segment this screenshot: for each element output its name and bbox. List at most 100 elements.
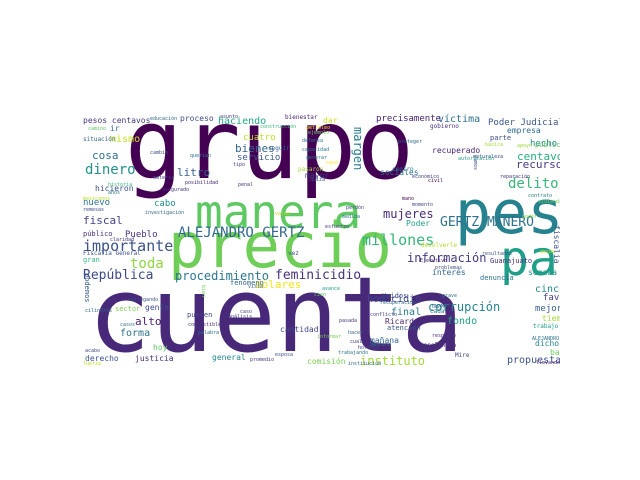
word-pasaron: pasaron	[298, 166, 324, 173]
word-proteger: defensa	[302, 138, 324, 144]
word-saber: cual	[350, 339, 363, 345]
word-generar: proteger	[398, 139, 423, 145]
word-unam: mano	[402, 196, 415, 202]
word-hacer: cien	[314, 292, 327, 298]
word-camino: camino	[88, 126, 107, 132]
word-situacion: situación	[83, 136, 116, 143]
word-gobierno: gobierno	[430, 123, 459, 130]
word-entregando: casos	[120, 322, 136, 328]
word-unidos: Unidos	[382, 292, 408, 300]
word-fiscalia-general: Fiscalía General	[83, 250, 141, 257]
word-investigacion: remesas	[83, 207, 105, 213]
word-momento: informar	[317, 334, 342, 340]
word-tiempo: tiempo	[542, 314, 560, 323]
word-defensa: económico	[412, 174, 440, 180]
word-parte: parte	[490, 134, 512, 142]
word-educacion: educación	[150, 116, 178, 122]
word-ejemplo: ejemplo	[308, 130, 330, 136]
word-manera: manera	[195, 185, 362, 239]
word-fenomeno: trabajando	[338, 350, 369, 356]
word-favor: favor	[543, 293, 560, 303]
word-horario: fuerza	[83, 361, 102, 367]
word-vivienda: medida	[342, 214, 361, 220]
word-acabo: acabo	[85, 348, 101, 354]
word-poder-judicial: Poder Judicial	[488, 118, 560, 128]
word-quiza: quizá	[310, 177, 326, 183]
word-petroleo: construcción	[260, 124, 297, 130]
word-semana: semana	[528, 268, 557, 277]
word-gran: gran	[83, 256, 100, 264]
word-asegurado: materia	[153, 175, 175, 181]
word-pueden: pueden	[187, 311, 213, 319]
word-vez: fenómeno	[230, 279, 264, 287]
word-conflicto: recuperación	[380, 300, 417, 306]
word-alejandro-gertz: ALEJANDRO GERTZ	[178, 225, 305, 241]
word-llevando: llevando	[536, 360, 560, 366]
word-republica: República	[83, 268, 154, 283]
word-anos: años	[108, 190, 121, 196]
word-general: general	[212, 353, 246, 362]
word-civil: civil	[428, 178, 444, 184]
word-casos: palabra	[198, 330, 220, 336]
word-esfuerzo: conflicto	[370, 312, 398, 318]
word-precio: precio	[168, 209, 392, 282]
word-perdon: petróleo	[306, 125, 331, 131]
word-procedimiento: procedimiento	[175, 269, 269, 283]
word-poder-2: poder	[522, 214, 538, 220]
word-claridad: entregando	[128, 297, 159, 303]
word-construccion: mexicanos	[83, 196, 111, 202]
word-pais: país	[500, 231, 560, 287]
word-siempre: bien	[200, 285, 206, 298]
word-instituto: instituto	[360, 354, 426, 368]
word-naturaleza: vamos	[472, 155, 478, 171]
word-basica: naturaleza	[473, 154, 504, 160]
word-forma: forma	[120, 328, 151, 339]
word-cual: hacer	[348, 330, 364, 336]
word-dolares: dólares	[255, 278, 302, 291]
word-promedio: promedio	[250, 357, 275, 363]
word-importante: importante	[83, 237, 174, 255]
word-mujeres: mujeres	[383, 207, 434, 221]
word-consumo: resultados	[482, 251, 513, 257]
word-delito: delito	[508, 176, 559, 192]
word-ricardo: Ricardo	[385, 317, 419, 326]
word-recuperacion: contrato	[528, 193, 553, 199]
word-respecto: grave	[442, 293, 458, 299]
word-peso: peso	[455, 178, 560, 248]
word-alejandro: ALEJANDRO	[532, 336, 560, 342]
word-tipo: generar	[306, 155, 328, 161]
word-cuenta: cuenta	[88, 254, 464, 370]
word-medida: perdón	[346, 205, 365, 211]
word-ir: ir	[110, 124, 120, 133]
word-vista: momento	[412, 202, 434, 208]
word-millones: millones	[362, 231, 435, 249]
word-sector: sector	[115, 305, 141, 313]
word-cuatro: cuatro	[243, 133, 276, 143]
word-desde: cilindros	[85, 308, 113, 314]
word-centro: centro	[392, 166, 414, 173]
word-cambio: cambio	[150, 150, 169, 156]
word-gasolinera: gasolinera	[420, 342, 457, 349]
word-informacion: información	[407, 251, 487, 265]
word-informar: destino	[370, 342, 392, 348]
word-seguir: seguir	[268, 145, 290, 152]
word-bienestar: bienestar	[285, 114, 318, 121]
word-propuesta: propuesta	[507, 355, 560, 366]
word-bien: cada	[430, 308, 445, 315]
word-cosa: cosa	[92, 149, 119, 162]
word-publica: pública	[535, 141, 560, 149]
word-cien: consumo	[345, 294, 367, 300]
word-toda: toda	[130, 256, 164, 272]
word-mayor: mayor	[305, 171, 330, 180]
word-atencion: atención	[387, 324, 421, 332]
word-poder: Poder	[406, 219, 431, 228]
word-pasada: UNAM	[432, 304, 445, 310]
word-precisamente: precisamente	[376, 114, 442, 124]
word-litro: litro	[177, 166, 211, 179]
word-fuerza: investigación	[145, 210, 185, 216]
word-bienes: bienes	[235, 142, 275, 155]
word-recuperado: recuperado	[432, 146, 481, 155]
word-trabajo: trabajo	[533, 323, 559, 330]
word-querian: asegurado	[162, 187, 190, 193]
word-caso: caso	[326, 160, 339, 166]
